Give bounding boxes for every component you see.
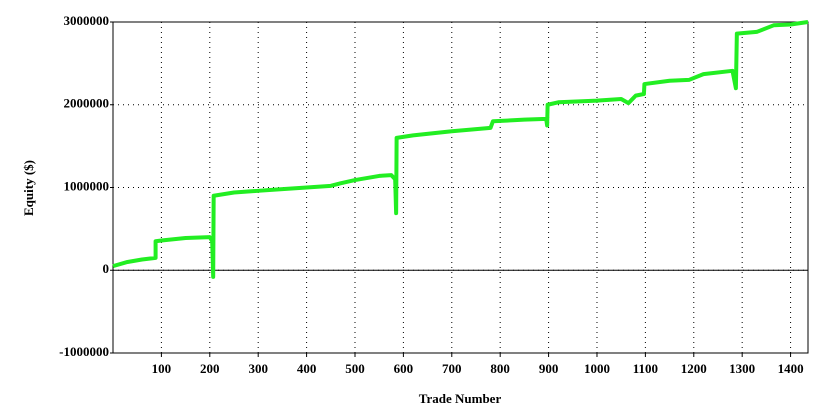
x-tick-label: 800 xyxy=(490,361,510,376)
x-tick-label: 200 xyxy=(200,361,220,376)
x-tick-label: 1100 xyxy=(633,361,658,376)
x-tick-label: 400 xyxy=(297,361,317,376)
x-tick-label: 600 xyxy=(394,361,414,376)
x-tick-label: 700 xyxy=(442,361,462,376)
x-tick-label: 900 xyxy=(539,361,559,376)
x-axis-label: Trade Number xyxy=(419,391,502,406)
y-tick-label: 0 xyxy=(103,261,110,276)
x-tick-label: 100 xyxy=(152,361,172,376)
y-tick-label: -1000000 xyxy=(59,344,109,359)
y-axis-label: Equity ($) xyxy=(21,160,36,216)
y-tick-label: 3000000 xyxy=(64,13,110,28)
x-tick-label: 1400 xyxy=(778,361,804,376)
x-tick-label: 300 xyxy=(248,361,268,376)
x-tick-label: 1300 xyxy=(729,361,755,376)
x-tick-label: 1200 xyxy=(681,361,707,376)
y-tick-label: 2000000 xyxy=(64,96,110,111)
equity-line xyxy=(112,20,809,279)
x-tick-label: 500 xyxy=(345,361,365,376)
y-tick-label: 1000000 xyxy=(64,178,110,193)
x-tick-label: 1000 xyxy=(584,361,610,376)
